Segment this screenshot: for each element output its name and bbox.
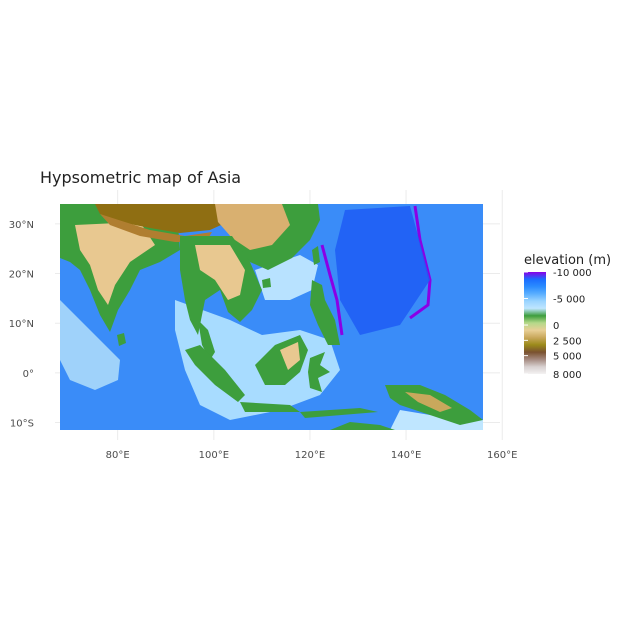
legend-break-label: -5 000 <box>553 295 585 306</box>
x-tick-label: 120°E <box>295 450 325 461</box>
landmass-tibet-plateau <box>95 204 235 233</box>
y-axis: 30°N 20°N 10°N 0° 10°S <box>9 220 34 430</box>
shallow-shelf-arafura <box>390 410 483 430</box>
legend-break-label: -10 000 <box>553 268 592 279</box>
y-tick-label: 30°N <box>9 220 34 231</box>
landmass-new-guinea-hills <box>405 392 452 412</box>
landmass-sulawesi <box>308 352 330 392</box>
trench-philippine <box>320 244 344 336</box>
legend-break-label: 5 000 <box>553 352 582 363</box>
landmass-java <box>240 402 300 412</box>
legend-break-label: 0 <box>553 321 559 332</box>
elevation-raster <box>60 204 483 430</box>
deep-basin <box>335 206 430 335</box>
shallow-shelf-bay <box>60 300 120 390</box>
landmass-australia-north <box>330 422 395 430</box>
landmass-china-hills <box>215 204 290 250</box>
landmass-borneo-hills <box>280 342 300 370</box>
y-tick-label: 10°N <box>9 319 34 330</box>
landmass-malay-peninsula <box>198 320 215 360</box>
shallow-shelf-sunda <box>175 300 340 420</box>
y-tick-label: 0° <box>23 369 34 380</box>
map-title: Hypsometric map of Asia <box>40 168 241 187</box>
y-tick-label: 10°S <box>10 419 34 430</box>
legend-break-label: 2 500 <box>553 336 582 347</box>
landmass-indochina-hills <box>195 245 245 300</box>
landmass-taiwan <box>312 246 320 265</box>
landmass-lesser-sunda <box>300 408 378 418</box>
landmass-srilanka <box>117 333 126 346</box>
x-tick-label: 100°E <box>199 450 229 461</box>
landmass-india-hills <box>75 222 155 305</box>
x-tick-label: 160°E <box>487 450 517 461</box>
legend: elevation (m) -10 000 -5 000 0 2 500 5 000 8 … <box>524 253 611 381</box>
x-tick-label: 140°E <box>391 450 421 461</box>
legend-title: elevation (m) <box>524 253 611 268</box>
landmass-philippines <box>310 280 340 345</box>
x-axis: 80°E 100°E 120°E 140°E 160°E <box>106 450 518 461</box>
y-tick-label: 20°N <box>9 270 34 281</box>
landmass-hainan <box>262 278 271 288</box>
legend-colorbar <box>524 272 546 374</box>
legend-break-label: 8 000 <box>553 370 582 381</box>
x-tick-label: 80°E <box>106 450 130 461</box>
landmass-sumatra <box>185 345 245 402</box>
